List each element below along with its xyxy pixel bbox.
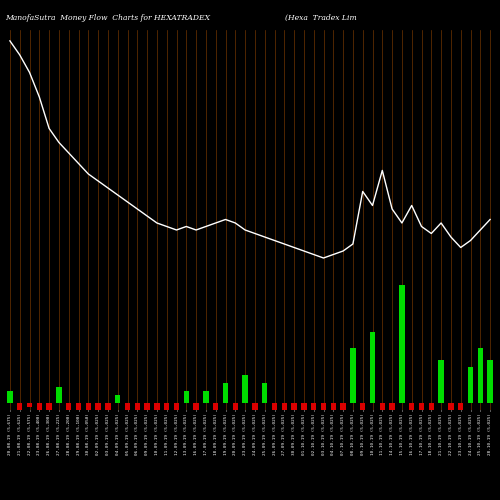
Bar (96, 403, 101, 422)
Bar (242, 376, 248, 403)
Bar (154, 403, 160, 430)
Bar (125, 403, 130, 418)
Bar (56, 387, 62, 403)
Bar (448, 403, 454, 438)
Bar (438, 360, 444, 403)
Bar (272, 403, 277, 418)
Bar (409, 403, 414, 442)
Bar (330, 403, 336, 418)
Bar (223, 383, 228, 403)
Bar (478, 348, 483, 403)
Bar (194, 403, 199, 418)
Bar (301, 403, 306, 422)
Bar (311, 403, 316, 418)
Bar (468, 368, 473, 403)
Bar (262, 383, 268, 403)
Bar (184, 391, 189, 403)
Bar (66, 403, 71, 434)
Bar (7, 391, 12, 403)
Bar (105, 403, 110, 442)
Bar (164, 403, 170, 422)
Text: ManofaSutra  Money Flow  Charts for HEXATRADEX: ManofaSutra Money Flow Charts for HEXATR… (5, 14, 210, 22)
Bar (115, 395, 120, 403)
Bar (340, 403, 346, 414)
Bar (321, 403, 326, 414)
Bar (27, 403, 32, 406)
Bar (252, 403, 258, 438)
Bar (380, 403, 385, 500)
Bar (36, 403, 42, 422)
Bar (203, 391, 208, 403)
Bar (488, 360, 493, 403)
Bar (399, 285, 404, 403)
Bar (232, 403, 238, 422)
Bar (419, 403, 424, 473)
Bar (370, 332, 375, 403)
Bar (46, 403, 52, 473)
Bar (86, 403, 91, 414)
Bar (458, 403, 464, 446)
Bar (282, 403, 287, 426)
Bar (428, 403, 434, 462)
Bar (174, 403, 179, 426)
Bar (144, 403, 150, 414)
Bar (350, 348, 356, 403)
Bar (76, 403, 81, 418)
Bar (360, 403, 366, 489)
Bar (17, 403, 22, 410)
Bar (292, 403, 297, 410)
Bar (134, 403, 140, 426)
Bar (213, 403, 218, 418)
Text: (Hexa  Tradex Lim: (Hexa Tradex Lim (285, 14, 357, 22)
Bar (390, 403, 395, 430)
